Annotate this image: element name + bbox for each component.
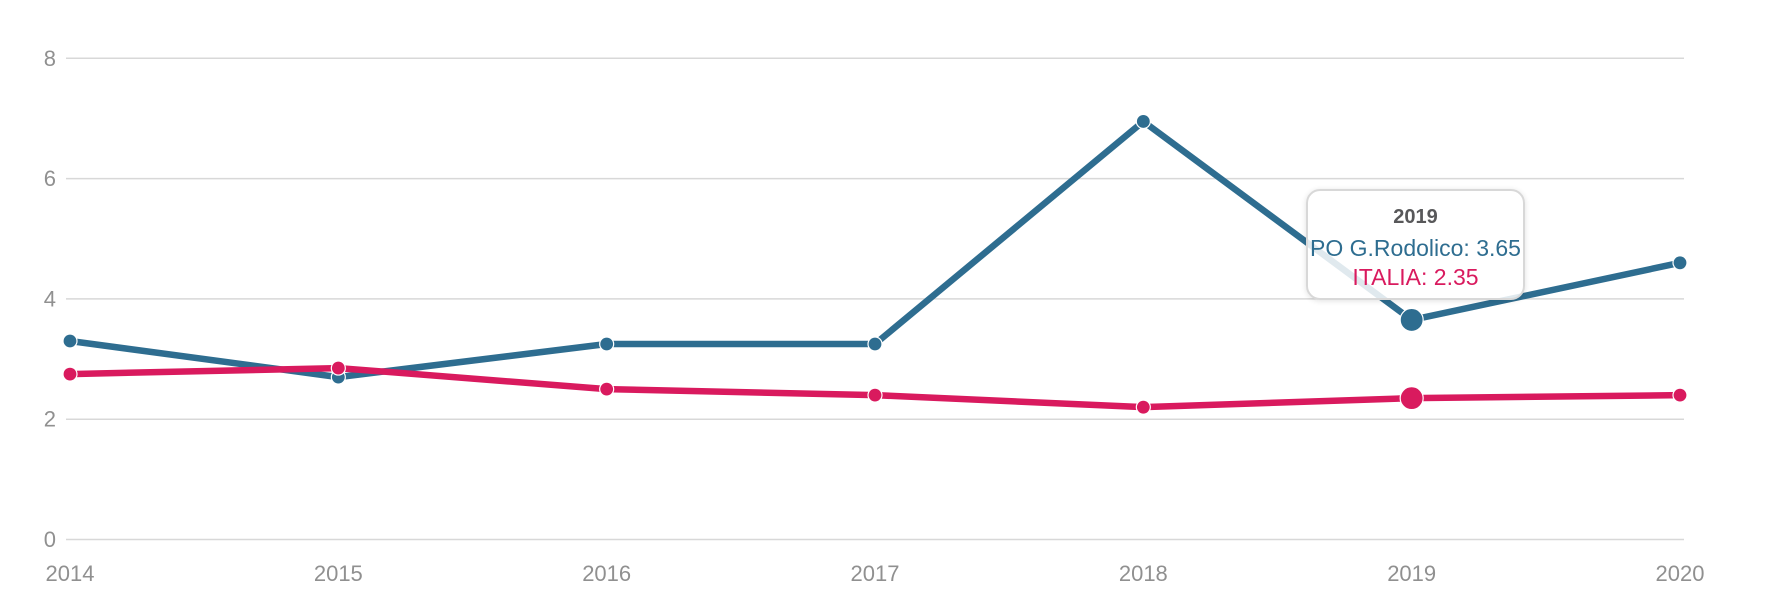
x-axis-label-2014: 2014	[46, 561, 95, 586]
data-point-italia-2017[interactable]	[867, 387, 883, 403]
x-axis-label-2019: 2019	[1387, 561, 1436, 586]
tooltip-title: 2019	[1393, 206, 1438, 228]
data-point-italia-2014[interactable]	[62, 366, 78, 382]
y-axis-label-2: 2	[44, 407, 56, 432]
data-point-po-g-rodolico-2014[interactable]	[62, 333, 78, 349]
x-axis-label-2018: 2018	[1119, 561, 1168, 586]
x-axis-label-2020: 2020	[1656, 561, 1705, 586]
data-point-po-g-rodolico-2017[interactable]	[867, 336, 883, 352]
data-point-italia-2018[interactable]	[1135, 399, 1151, 415]
y-axis-label-0: 0	[44, 527, 56, 552]
x-axis-label-2017: 2017	[851, 561, 900, 586]
data-point-po-g-rodolico-2020[interactable]	[1672, 255, 1688, 271]
data-point-italia-2020[interactable]	[1672, 387, 1688, 403]
x-axis-label-2016: 2016	[582, 561, 631, 586]
data-point-italia-2019[interactable]	[1399, 386, 1424, 411]
tooltip-series-1: ITALIA: 2.35	[1352, 264, 1479, 290]
y-axis-label-8: 8	[44, 46, 56, 71]
data-point-po-g-rodolico-2016[interactable]	[599, 336, 615, 352]
data-point-po-g-rodolico-2018[interactable]	[1135, 113, 1151, 130]
y-axis-label-4: 4	[44, 286, 56, 311]
y-axis-label-6: 6	[44, 166, 56, 191]
x-axis-label-2015: 2015	[314, 561, 363, 586]
data-point-italia-2016[interactable]	[599, 381, 615, 397]
tooltip-series-0: PO G.Rodolico: 3.65	[1310, 235, 1521, 261]
data-point-po-g-rodolico-2019[interactable]	[1399, 307, 1424, 333]
data-point-italia-2015[interactable]	[330, 360, 346, 376]
tooltip: 2019 PO G.Rodolico: 3.65 ITALIA: 2.35	[1306, 189, 1525, 300]
